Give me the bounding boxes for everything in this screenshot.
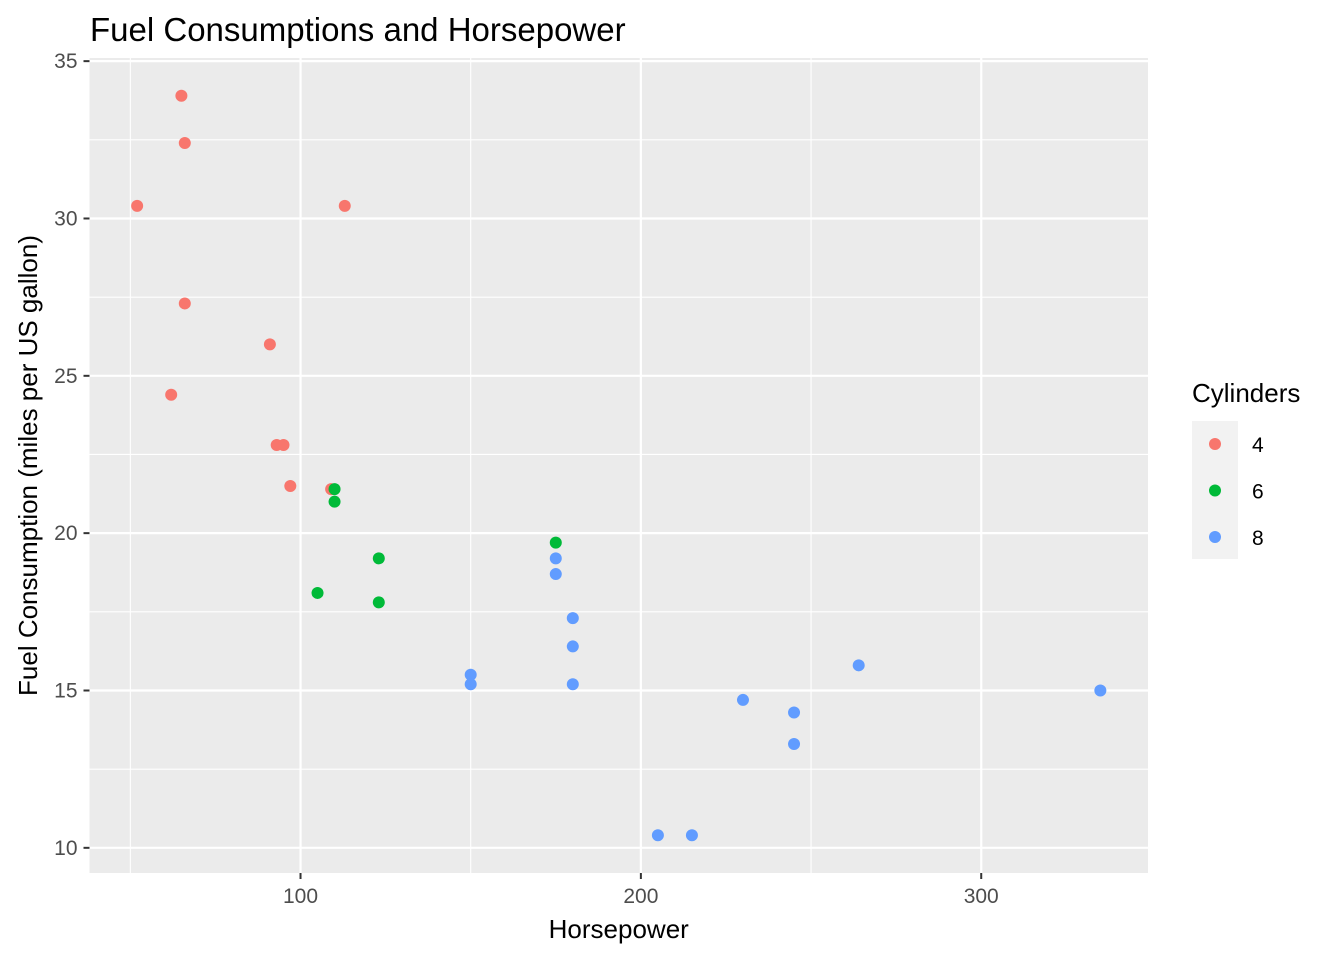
data-point-cyl-6 <box>372 596 385 609</box>
legend: Cylinders 4 6 8 <box>1192 378 1300 559</box>
y-tick-label: 20 <box>54 522 77 545</box>
data-point-cyl-8 <box>1094 684 1107 697</box>
data-point-cyl-8 <box>566 678 579 691</box>
data-point-cyl-8 <box>566 612 579 625</box>
legend-key-4 <box>1209 438 1221 450</box>
y-tick-label: 35 <box>54 50 77 73</box>
y-tick-label: 25 <box>54 365 77 388</box>
data-point-cyl-8 <box>464 668 477 681</box>
data-point-cyl-6 <box>549 536 562 549</box>
data-point-cyl-6 <box>328 483 341 496</box>
data-point-cyl-8 <box>788 737 801 750</box>
data-points <box>131 89 1107 842</box>
legend-label-8: 8 <box>1252 527 1264 550</box>
data-point-cyl-4 <box>175 89 188 102</box>
plot-panel <box>89 58 1148 873</box>
legend-title: Cylinders <box>1192 378 1300 408</box>
legend-key-8 <box>1209 531 1221 543</box>
y-tick-label: 10 <box>54 837 77 860</box>
data-point-cyl-4 <box>178 136 191 149</box>
axes: 100 200 300 10 15 20 25 30 35 <box>54 50 999 908</box>
y-axis-title: Fuel Consumption (miles per US gallon) <box>13 235 43 696</box>
legend-label-4: 4 <box>1252 434 1264 457</box>
data-point-cyl-8 <box>788 706 801 719</box>
data-point-cyl-4 <box>338 199 351 212</box>
y-tick-label: 30 <box>54 207 77 230</box>
chart-title: Fuel Consumptions and Horsepower <box>90 11 626 48</box>
legend-key-6 <box>1209 484 1221 497</box>
data-point-cyl-4 <box>165 388 178 401</box>
legend-label-6: 6 <box>1252 481 1264 504</box>
data-point-cyl-8 <box>464 678 477 691</box>
data-point-cyl-4 <box>131 199 144 212</box>
data-point-cyl-6 <box>311 586 324 599</box>
data-point-cyl-6 <box>328 495 341 508</box>
grid-lines <box>89 58 1148 873</box>
data-point-cyl-4 <box>277 439 290 452</box>
x-tick-label: 200 <box>623 885 658 908</box>
data-point-cyl-8 <box>566 640 579 653</box>
y-tick-label: 15 <box>54 679 77 702</box>
data-point-cyl-6 <box>372 552 385 565</box>
data-point-cyl-8 <box>651 829 664 842</box>
data-point-cyl-4 <box>284 479 297 492</box>
x-tick-label: 100 <box>283 885 318 908</box>
data-point-cyl-4 <box>178 297 191 310</box>
data-point-cyl-8 <box>736 693 749 706</box>
data-point-cyl-8 <box>549 568 562 581</box>
x-tick-label: 300 <box>964 885 999 908</box>
data-point-cyl-8 <box>685 829 698 842</box>
data-point-cyl-8 <box>852 659 865 672</box>
x-axis-title: Horsepower <box>549 914 690 944</box>
data-point-cyl-8 <box>549 552 562 565</box>
data-point-cyl-4 <box>263 338 276 351</box>
